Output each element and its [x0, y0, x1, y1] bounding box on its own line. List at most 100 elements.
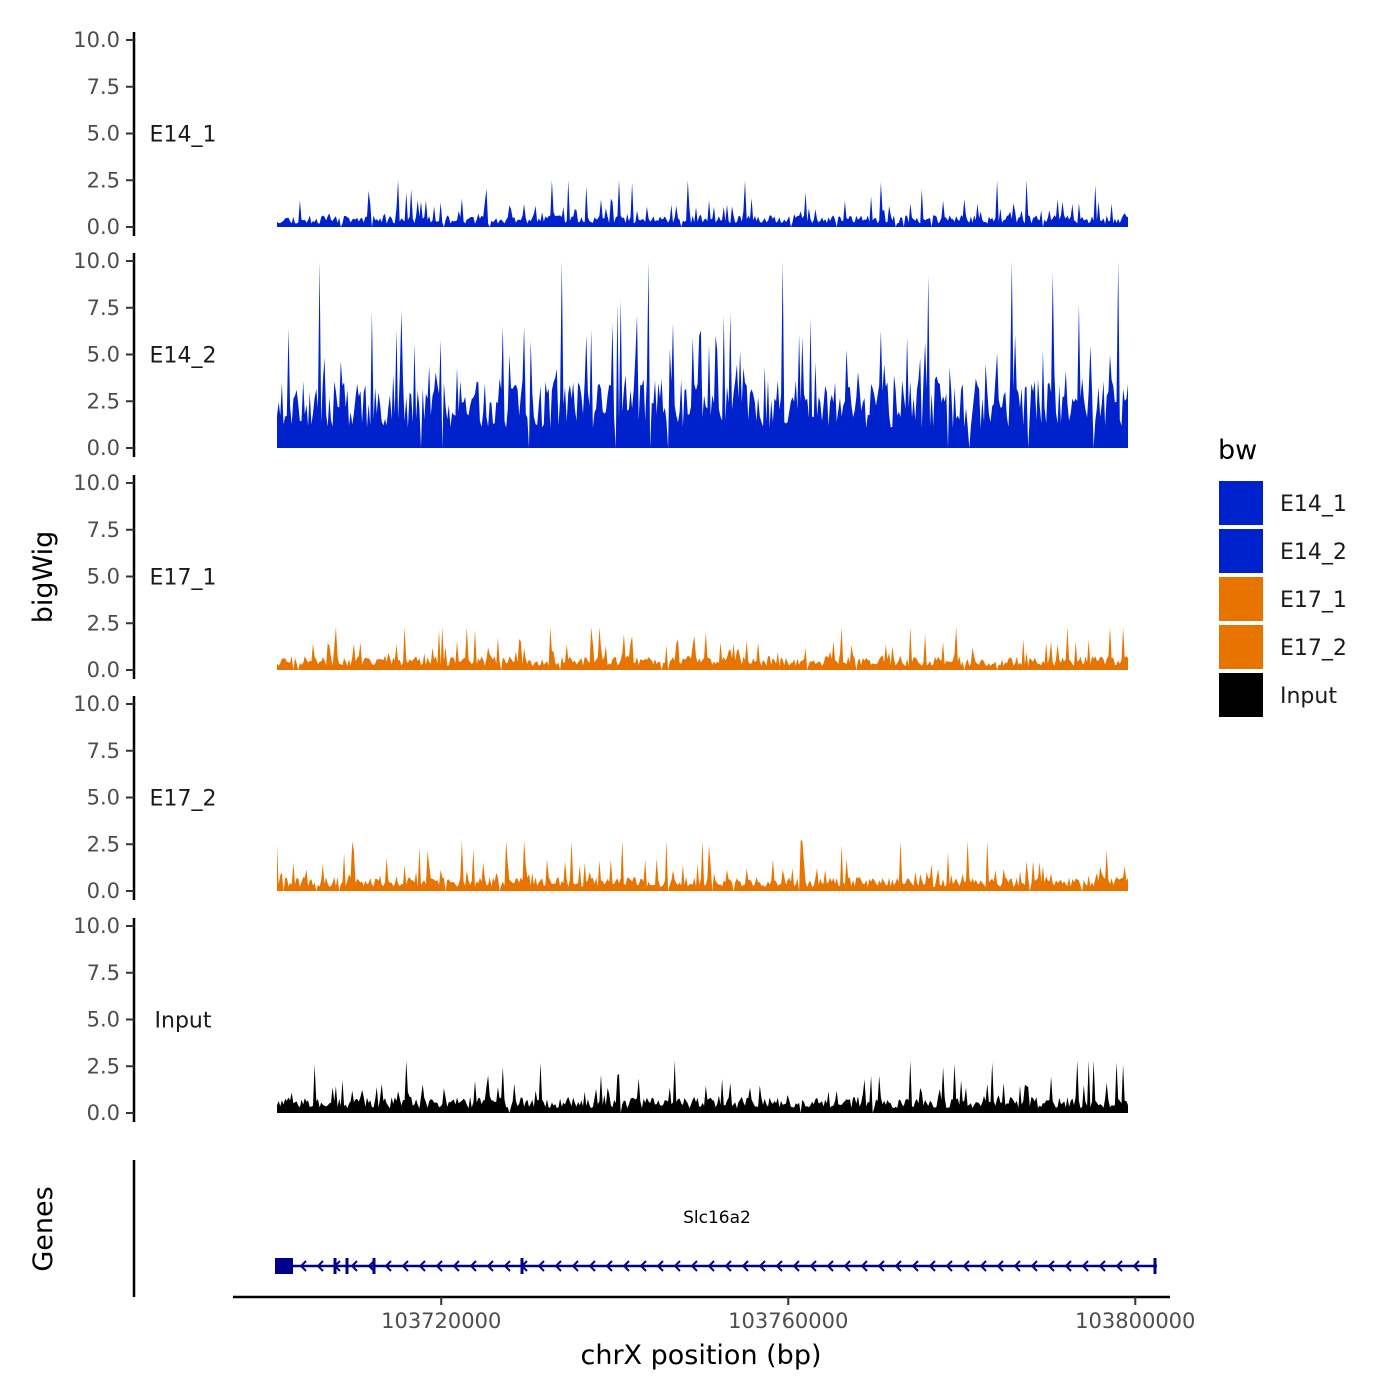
- strand-arrow: [316, 1260, 324, 1272]
- y-tick-label: 10.0: [73, 471, 120, 495]
- strand-arrow: [537, 1260, 545, 1272]
- signal-area-Input: [277, 1060, 1128, 1113]
- strand-arrow: [911, 1260, 919, 1272]
- strand-arrow: [724, 1260, 732, 1272]
- strand-arrow: [1013, 1260, 1021, 1272]
- strand-arrow: [1064, 1260, 1072, 1272]
- y-tick-label: 10.0: [73, 28, 120, 52]
- signal-area-E14_2: [277, 261, 1128, 448]
- x-axis-title: chrX position (bp): [580, 1340, 821, 1371]
- gene-exon: [372, 1258, 376, 1274]
- track-E14_1: 0.0 2.5 5.0 7.5 10.0 E14_1: [73, 28, 1128, 239]
- strand-arrow: [418, 1260, 426, 1272]
- y-tick-label: 5.0: [87, 1008, 120, 1032]
- strand-arrow: [690, 1260, 698, 1272]
- legend: bw E14_1 E14_2 E17_1 E17_2 Input: [1217, 435, 1347, 719]
- legend-swatch-E17_1: [1217, 575, 1265, 623]
- strand-arrow: [707, 1260, 715, 1272]
- strand-arrow: [1030, 1260, 1038, 1272]
- genes-axis-title: Genes: [28, 1186, 59, 1271]
- y-tick-label: 7.5: [87, 296, 120, 320]
- y-tick-label: 7.5: [87, 739, 120, 763]
- strand-arrow: [1098, 1260, 1106, 1272]
- legend-swatch-E17_2: [1217, 623, 1265, 671]
- y-tick-label: 2.5: [87, 1054, 120, 1078]
- track-label-E14_1: E14_1: [150, 123, 217, 148]
- y-tick-label: 2.5: [87, 832, 120, 856]
- strand-arrow: [792, 1260, 800, 1272]
- strand-arrow: [367, 1260, 375, 1272]
- x-tick-label: 103760000: [728, 1309, 848, 1333]
- strand-arrow: [299, 1260, 307, 1272]
- genes-track: Genes Slc16a2: [28, 1160, 1157, 1297]
- strand-arrow: [571, 1260, 579, 1272]
- signal-area-E17_1: [277, 627, 1128, 670]
- strand-arrow: [622, 1260, 630, 1272]
- strand-arrow: [775, 1260, 783, 1272]
- legend-label-E17_1: E17_1: [1280, 588, 1347, 613]
- strand-arrow: [350, 1260, 358, 1272]
- strand-arrow: [469, 1260, 477, 1272]
- strand-arrow: [877, 1260, 885, 1272]
- strand-arrow: [741, 1260, 749, 1272]
- y-tick-label: 5.0: [87, 122, 120, 146]
- gene-exon: [345, 1258, 349, 1274]
- track-label-E17_2: E17_2: [150, 787, 217, 812]
- y-tick-label: 7.5: [87, 518, 120, 542]
- y-tick-label: 2.5: [87, 389, 120, 413]
- strand-arrow: [1115, 1260, 1123, 1272]
- track-label-Input: Input: [155, 1009, 212, 1034]
- strand-arrow: [1132, 1260, 1140, 1272]
- y-tick-label: 10.0: [73, 914, 120, 938]
- strand-arrow: [758, 1260, 766, 1272]
- strand-arrow: [996, 1260, 1004, 1272]
- strand-arrow: [673, 1260, 681, 1272]
- legend-label-E17_2: E17_2: [1280, 636, 1347, 661]
- strand-arrow: [520, 1260, 528, 1272]
- y-tick-label: 10.0: [73, 692, 120, 716]
- y-tick-label: 0.0: [87, 879, 120, 903]
- track-Input: 0.0 2.5 5.0 7.5 10.0 Input: [73, 914, 1128, 1125]
- gene-Slc16a2: Slc16a2: [275, 1208, 1157, 1274]
- strand-arrow: [503, 1260, 511, 1272]
- y-tick-label: 7.5: [87, 961, 120, 985]
- y-tick-label: 0.0: [87, 658, 120, 682]
- y-tick-label: 2.5: [87, 611, 120, 635]
- gene-name-label: Slc16a2: [683, 1208, 751, 1228]
- strand-arrow: [401, 1260, 409, 1272]
- y-tick-label: 5.0: [87, 786, 120, 810]
- track-label-E17_1: E17_1: [150, 566, 217, 591]
- strand-arrow: [945, 1260, 953, 1272]
- strand-arrow: [486, 1260, 494, 1272]
- x-axis: chrX position (bp) 103720000 103760000 103…: [233, 1295, 1195, 1371]
- x-tick-label: 103800000: [1075, 1309, 1195, 1333]
- y-tick-label: 5.0: [87, 565, 120, 589]
- track-E17_2: 0.0 2.5 5.0 7.5 10.0 E17_2: [73, 692, 1128, 903]
- legend-label-E14_2: E14_2: [1280, 540, 1347, 565]
- legend-swatch-Input: [1217, 671, 1265, 719]
- y-tick-label: 2.5: [87, 168, 120, 192]
- y-tick-label: 7.5: [87, 75, 120, 99]
- track-label-E14_2: E14_2: [150, 344, 217, 369]
- signal-area-E17_2: [277, 840, 1128, 891]
- strand-arrow: [384, 1260, 392, 1272]
- strand-arrow: [894, 1260, 902, 1272]
- strand-arrow: [656, 1260, 664, 1272]
- strand-arrow: [860, 1260, 868, 1272]
- legend-label-E14_1: E14_1: [1280, 492, 1347, 517]
- strand-arrow: [435, 1260, 443, 1272]
- strand-arrow: [554, 1260, 562, 1272]
- track-E17_1: 0.0 2.5 5.0 7.5 10.0 E17_1: [73, 471, 1128, 682]
- y-tick-label: 0.0: [87, 1101, 120, 1125]
- bigwig-tracks: 0.0 2.5 5.0 7.5 10.0 E14_1 0.0 2.5 5.0 7.5 10.0 E14…: [73, 28, 1128, 1125]
- y-tick-label: 5.0: [87, 343, 120, 367]
- legend-swatch-E14_1: [1217, 479, 1265, 527]
- strand-arrow: [639, 1260, 647, 1272]
- strand-arrow: [928, 1260, 936, 1272]
- legend-swatch-E14_2: [1217, 527, 1265, 575]
- strand-arrow: [605, 1260, 613, 1272]
- y-tick-label: 0.0: [87, 436, 120, 460]
- y-tick-label: 10.0: [73, 249, 120, 273]
